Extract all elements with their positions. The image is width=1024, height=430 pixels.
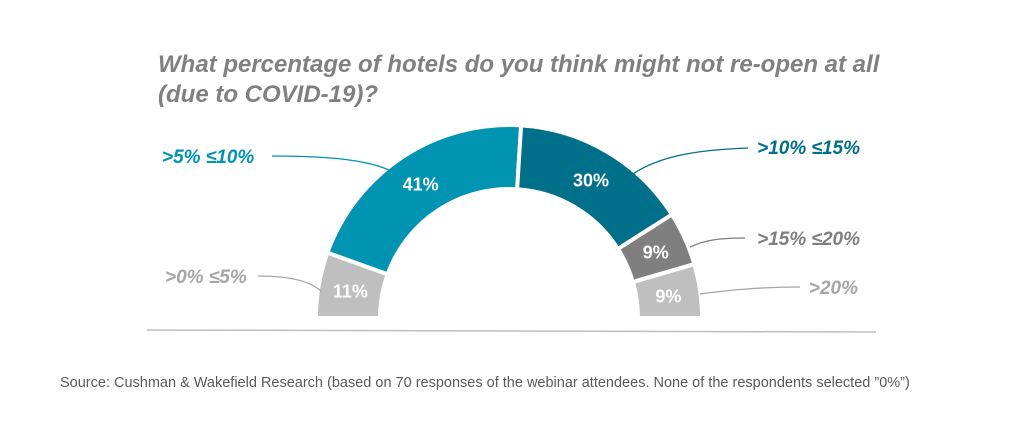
data-label: 9%: [655, 286, 681, 306]
leader-line: [257, 275, 323, 293]
donut-segment: [324, 123, 524, 277]
data-label: 9%: [643, 243, 669, 263]
leader-line: [271, 155, 394, 173]
category-label: >15% ≤20%: [757, 229, 860, 250]
data-label: 11%: [333, 281, 368, 301]
category-label: >10% ≤15%: [757, 138, 860, 159]
leader-line: [689, 237, 746, 248]
category-label: >5% ≤10%: [162, 147, 254, 168]
source-note: Source: Cushman & Wakefield Research (ba…: [60, 375, 910, 391]
data-label: 30%: [573, 170, 609, 190]
chart-title: What percentage of hotels do you think m…: [158, 51, 880, 108]
leader-line: [629, 147, 749, 177]
leader-line: [699, 286, 801, 295]
category-label: >20%: [809, 278, 858, 299]
donut-segment: [630, 261, 705, 320]
baseline-rule: [146, 329, 877, 333]
category-label: >0% ≤5%: [165, 267, 247, 288]
data-label: 41%: [403, 174, 439, 194]
